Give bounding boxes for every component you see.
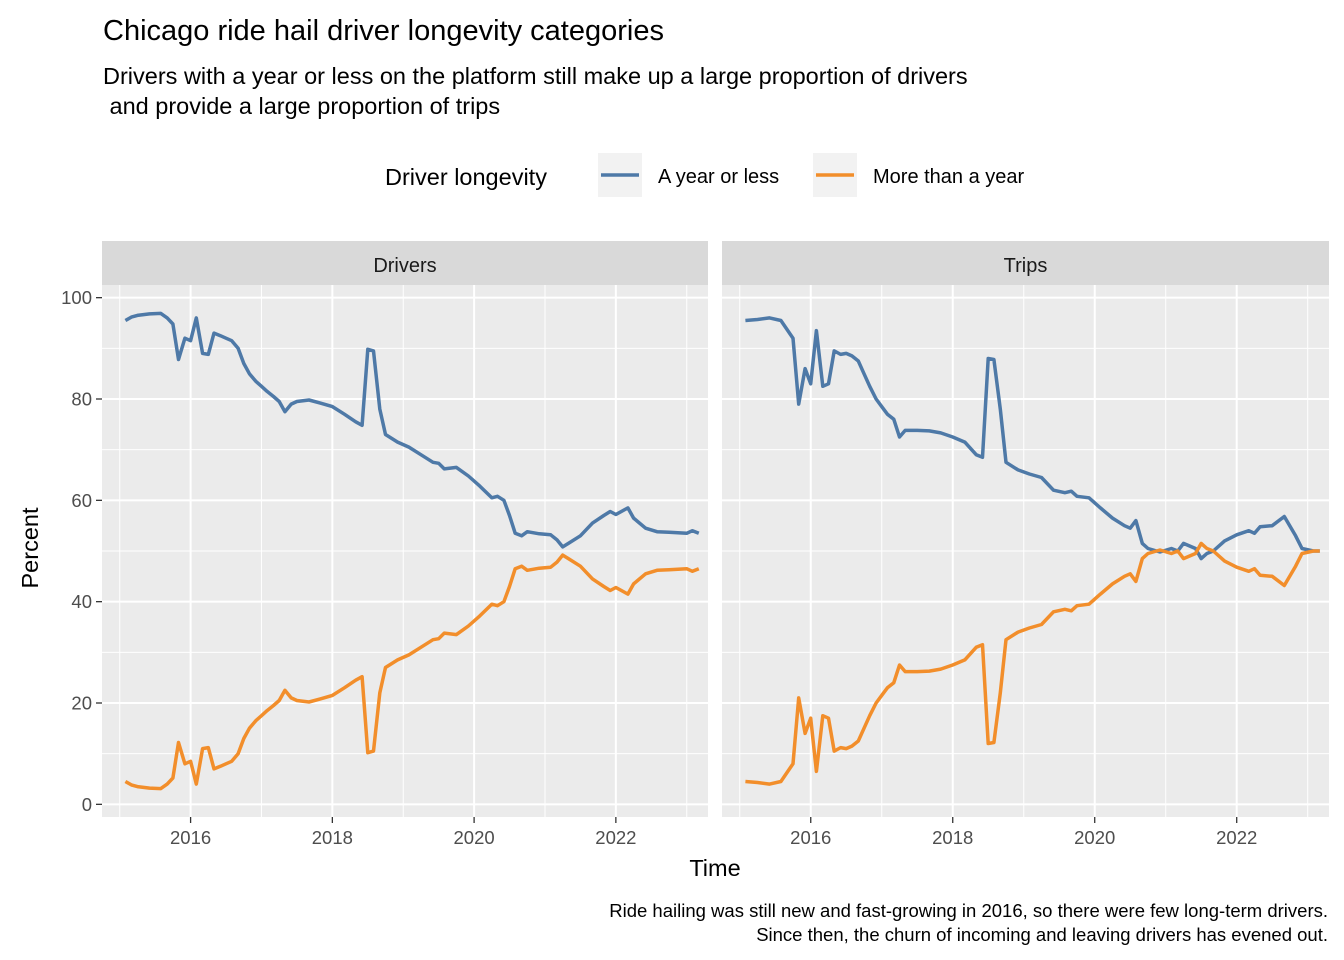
chart-subtitle-line-2: and provide a large proportion of trips (103, 93, 500, 119)
series-line-drivers-more-than-a-year (124, 553, 700, 791)
facet-label-drivers: Drivers (373, 255, 436, 277)
facet-strip-drivers (102, 241, 708, 285)
x-tick-label: 2016 (170, 827, 211, 848)
facet-label-trips: Trips (1004, 255, 1048, 277)
y-tick-label: 20 (71, 693, 92, 714)
x-axis-title: Time (689, 855, 740, 881)
y-tick-label: 80 (71, 389, 92, 410)
x-tick-label: 2022 (1216, 827, 1257, 848)
x-tick-label: 2022 (595, 827, 636, 848)
legend-title: Driver longevity (385, 164, 547, 190)
caption-line-2: Since then, the churn of incoming and le… (756, 924, 1328, 945)
x-tick-label: 2018 (312, 827, 353, 848)
facet-strip-trips (722, 241, 1329, 285)
series-line-drivers-a-year-or-less (124, 311, 700, 549)
chart-title: Chicago ride hail driver longevity categ… (103, 15, 664, 47)
y-axis-title: Percent (17, 507, 43, 588)
caption-line-1: Ride hailing was still new and fast-grow… (609, 900, 1328, 921)
x-tick-label: 2020 (454, 827, 495, 848)
x-tick-label: 2016 (790, 827, 831, 848)
y-tick-label: 0 (82, 794, 92, 815)
legend-label-more-than-a-year: More than a year (873, 166, 1025, 188)
x-tick-label: 2018 (932, 827, 973, 848)
y-tick-label: 100 (61, 287, 92, 308)
chart-subtitle-line-1: Drivers with a year or less on the platf… (103, 63, 968, 89)
x-tick-label: 2020 (1074, 827, 1115, 848)
legend: Driver longevity A year or less More tha… (385, 153, 1025, 197)
legend-label-a-year-or-less: A year or less (658, 166, 779, 188)
y-tick-label: 60 (71, 490, 92, 511)
series-line-trips-more-than-a-year (745, 541, 1320, 786)
y-tick-label: 40 (71, 591, 92, 612)
